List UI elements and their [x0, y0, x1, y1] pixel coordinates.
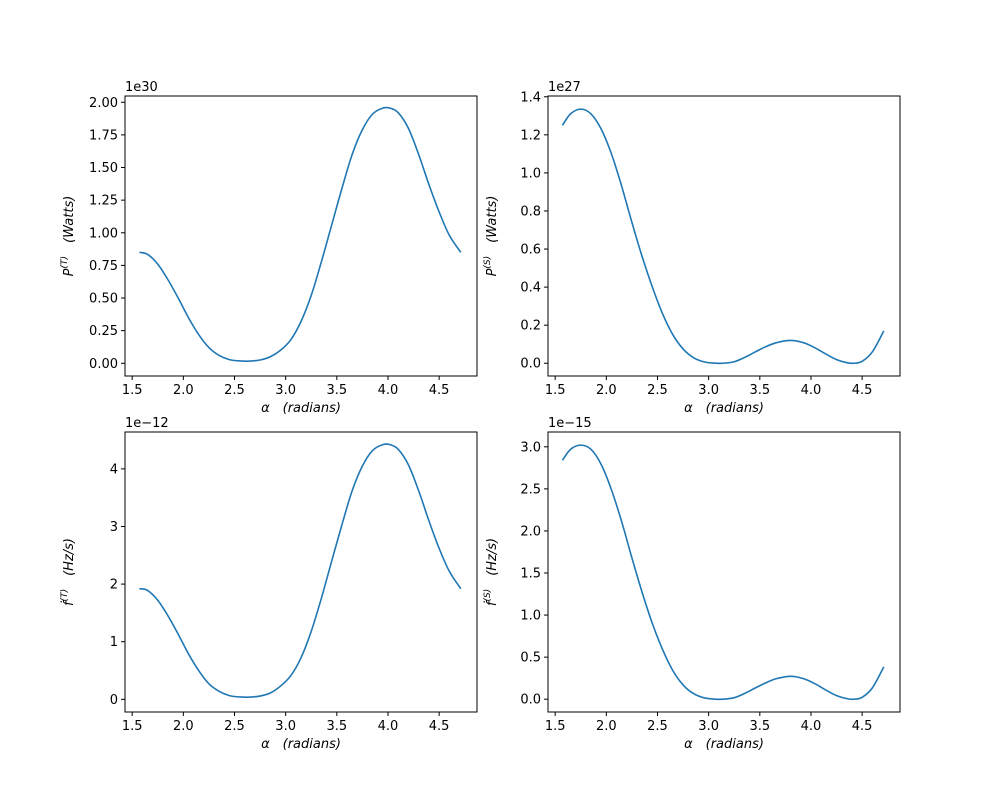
y-tick-label: 1.0: [520, 166, 541, 181]
y-tick-label: 2: [110, 578, 118, 593]
subplot-PS: 1.5 2.0 2.5 3.0 3.5 4.0 4.5 0.0 0.2 0.4 0.6 0.8 1.0 1…: [483, 80, 901, 416]
x-tick-label: 2.5: [647, 383, 668, 398]
y-label-symbol: ḟ: [483, 599, 500, 606]
y-tick-label: 0.5: [520, 651, 541, 666]
y-tick-label: 0.00: [89, 357, 118, 372]
series-line: [139, 106, 462, 362]
offset-text: 1e−15: [548, 416, 592, 431]
x-tick-label: 4.0: [378, 719, 399, 734]
x-tick-label: 2.5: [224, 719, 245, 734]
y-label-superscript: (T): [60, 589, 70, 602]
x-axis-label: α (radians): [261, 737, 341, 752]
y-axis-label: ḟ(T) (Hz/s): [60, 538, 77, 606]
y-tick-label: 1.5: [520, 567, 541, 582]
y-tick-label: 0.8: [520, 204, 541, 219]
y-tick-label: 4: [110, 462, 118, 477]
x-tick-label: 2.5: [647, 719, 668, 734]
y-label-superscript: (S): [483, 256, 493, 269]
axes-frame: [124, 431, 478, 713]
x-tick-label: 3.0: [275, 383, 296, 398]
y-tick-label: 1.75: [89, 128, 118, 143]
y-axis-label: P(S) (Watts): [483, 196, 500, 277]
x-tick-label: 3.5: [326, 383, 347, 398]
x-tick-label: 3.5: [749, 719, 770, 734]
y-tick-label: 1.50: [89, 161, 118, 176]
y-tick-label: 0: [110, 693, 118, 708]
x-tick-label: 2.0: [596, 719, 617, 734]
x-tick-label: 2.0: [596, 383, 617, 398]
y-tick-label: 0.6: [520, 243, 541, 258]
y-tick-label: 0.50: [89, 292, 118, 307]
axes-frame: [547, 95, 901, 377]
y-tick-label: 0.0: [520, 357, 541, 372]
y-label-unit: (Watts): [485, 196, 500, 256]
y-tick-label: 1.00: [89, 226, 118, 241]
offset-text: 1e−12: [125, 416, 169, 431]
y-label-superscript: (T): [60, 256, 70, 269]
y-tick-label: 1.0: [520, 609, 541, 624]
x-tick-label: 2.5: [224, 383, 245, 398]
series-line: [139, 443, 462, 698]
x-tick-label: 4.0: [801, 383, 822, 398]
y-label-unit: (Hz/s): [485, 538, 500, 589]
y-axis-label: ḟ(S) (Hz/s): [483, 538, 500, 606]
subplot-PT: 1.5 2.0 2.5 3.0 3.5 4.0 4.5 0.00 0.25 0.50 0.75 1.0…: [60, 80, 478, 416]
x-tick-label: 3.0: [275, 719, 296, 734]
x-tick-label: 3.0: [698, 383, 719, 398]
axes-frame: [547, 431, 901, 713]
y-tick-label: 0.75: [89, 259, 118, 274]
x-axis-label: α (radians): [684, 401, 764, 416]
y-tick-label: 3: [110, 520, 118, 535]
y-tick-label: 0.2: [520, 319, 541, 334]
axes-frame: [124, 95, 478, 377]
x-tick-label: 2.0: [173, 383, 194, 398]
x-tick-label: 3.5: [749, 383, 770, 398]
subplot-fdotS: 1.5 2.0 2.5 3.0 3.5 4.0 4.5 0.0 0.5 1.0 1.5 2.0 2.5 3…: [483, 416, 901, 752]
y-tick-label: 0.25: [89, 324, 118, 339]
x-tick-label: 4.5: [429, 383, 450, 398]
y-tick-label: 2.00: [89, 96, 118, 111]
x-axis-label: α (radians): [261, 401, 341, 416]
y-tick-label: 2.5: [520, 482, 541, 497]
y-axis-label: P(T) (Watts): [60, 196, 77, 277]
y-label-unit: (Watts): [62, 196, 77, 256]
series-line: [561, 108, 885, 365]
y-tick-label: 0.4: [520, 281, 541, 296]
x-tick-label: 4.0: [801, 719, 822, 734]
x-tick-label: 1.5: [122, 383, 143, 398]
y-tick-label: 1: [110, 635, 118, 650]
y-tick-label: 1.4: [520, 90, 541, 105]
y-label-symbol: P: [485, 268, 500, 276]
subplot-fdotT: 1.5 2.0 2.5 3.0 3.5 4.0 4.5 0 1 2 3 4 1e−12 α (radian…: [60, 416, 478, 752]
y-label-unit: (Hz/s): [62, 538, 77, 589]
y-tick-label: 3.0: [520, 440, 541, 455]
x-tick-label: 4.5: [852, 383, 873, 398]
x-tick-label: 4.5: [852, 719, 873, 734]
offset-text: 1e30: [125, 80, 158, 95]
x-tick-label: 4.0: [378, 383, 399, 398]
x-tick-label: 3.0: [698, 719, 719, 734]
series-line: [561, 444, 885, 701]
y-label-symbol: P: [62, 268, 77, 276]
x-tick-label: 4.5: [429, 719, 450, 734]
x-tick-label: 3.5: [326, 719, 347, 734]
x-tick-label: 1.5: [545, 719, 566, 734]
x-tick-label: 2.0: [173, 719, 194, 734]
x-tick-label: 1.5: [545, 383, 566, 398]
y-label-superscript: (S): [483, 589, 493, 602]
y-tick-label: 1.2: [520, 128, 541, 143]
y-tick-label: 0.0: [520, 693, 541, 708]
y-tick-label: 2.0: [520, 524, 541, 539]
y-tick-label: 1.25: [89, 194, 118, 209]
x-tick-label: 1.5: [122, 719, 143, 734]
y-label-symbol: ḟ: [60, 599, 77, 606]
offset-text: 1e27: [548, 80, 581, 95]
x-axis-label: α (radians): [684, 737, 764, 752]
